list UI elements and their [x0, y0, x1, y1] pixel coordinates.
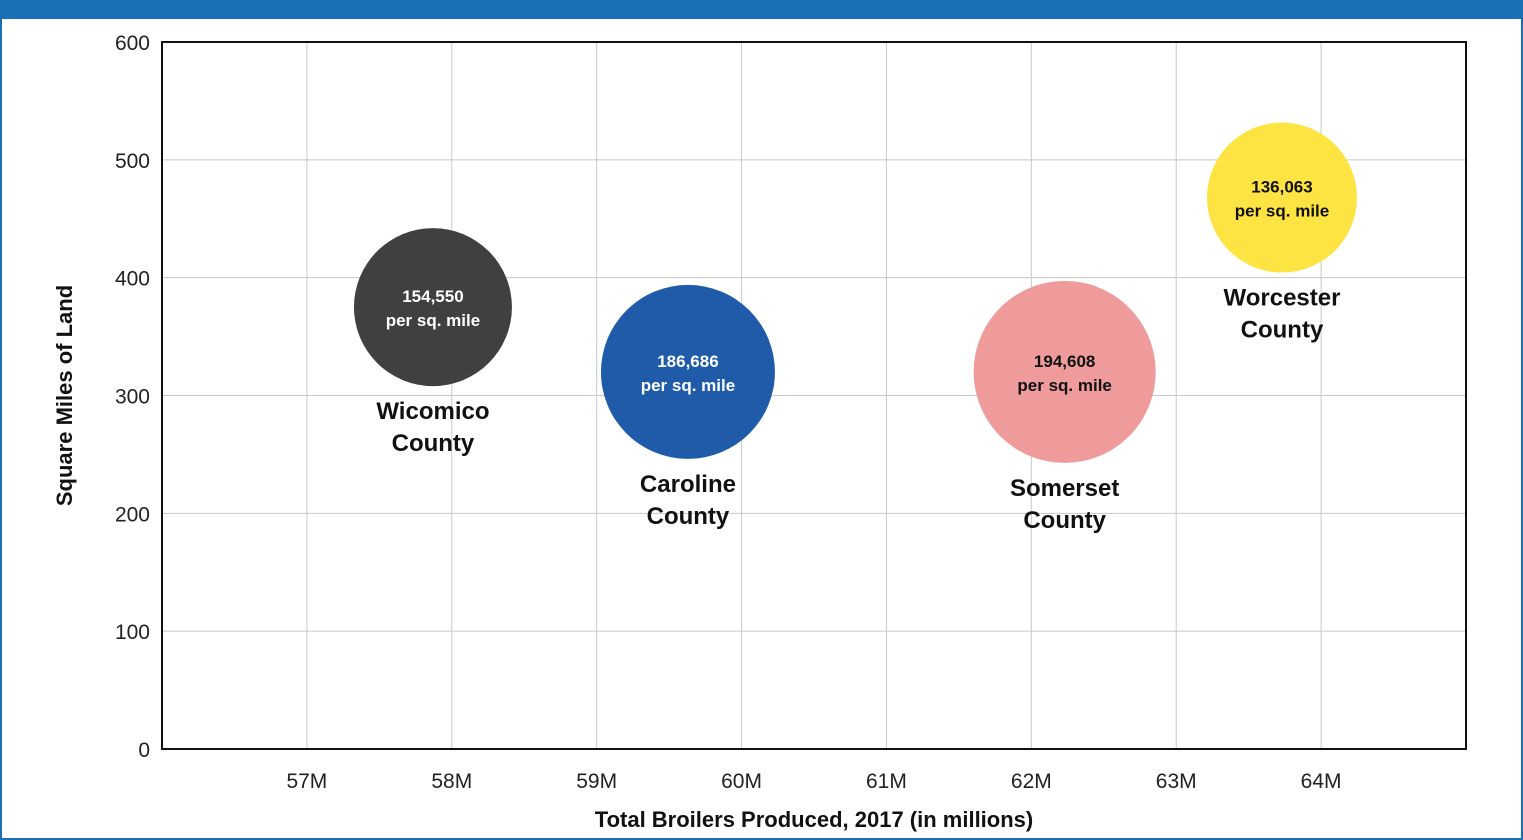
header-bar — [0, 0, 1523, 19]
x-tick-label: 57M — [286, 770, 327, 793]
y-axis-title: Square Miles of Land — [52, 285, 77, 506]
bubble-density-unit: per sq. mile — [386, 311, 480, 330]
x-axis-title: Total Broilers Produced, 2017 (in millio… — [595, 807, 1033, 832]
y-tick-label: 400 — [115, 268, 150, 291]
y-tick-label: 600 — [115, 32, 150, 55]
bubble-density-unit: per sq. mile — [1235, 202, 1329, 221]
county-label-line1: Wicomico — [376, 398, 489, 425]
y-tick-label: 200 — [115, 503, 150, 526]
bubble-density-value: 186,686 — [657, 352, 718, 371]
county-label-line2: County — [1241, 317, 1324, 344]
x-tick-label: 61M — [866, 770, 907, 793]
bubble-density-unit: per sq. mile — [1017, 376, 1111, 395]
plot-area — [161, 41, 1467, 750]
x-tick-label: 64M — [1301, 770, 1342, 793]
bubble-density-value: 136,063 — [1251, 178, 1312, 197]
bubble-group: 154,550 per sq. mile Wicomico County — [353, 228, 512, 457]
bubble-density-value: 194,608 — [1034, 352, 1095, 371]
bubble — [973, 280, 1156, 463]
x-tick-label: 62M — [1011, 770, 1052, 793]
y-tick-label: 300 — [115, 386, 150, 409]
bubble-group: 136,063 per sq. mile Worcester County — [1206, 122, 1357, 344]
bubble-group: 186,686 per sq. mile Caroline County — [600, 284, 775, 530]
y-tick-label: 0 — [138, 739, 150, 762]
county-label-line2: County — [1023, 507, 1106, 534]
y-axis-ticks: 0 100 200 300 400 500 600 — [115, 32, 150, 762]
bubble — [1206, 122, 1357, 273]
county-label-line1: Caroline — [640, 471, 736, 498]
x-tick-label: 63M — [1156, 770, 1197, 793]
bubble-group: 194,608 per sq. mile Somerset County — [973, 280, 1156, 534]
county-label-line2: County — [392, 430, 475, 457]
x-tick-label: 60M — [721, 770, 762, 793]
bubble-density-unit: per sq. mile — [641, 376, 735, 395]
y-tick-label: 100 — [115, 621, 150, 644]
county-label-line2: County — [647, 503, 730, 530]
x-tick-label: 58M — [431, 770, 472, 793]
county-label-line1: Somerset — [1010, 475, 1119, 502]
bubble-density-value: 154,550 — [402, 287, 463, 306]
y-tick-label: 500 — [115, 150, 150, 173]
x-axis-ticks: 57M 58M 59M 60M 61M 62M 63M 64M — [286, 770, 1341, 793]
bubble — [600, 284, 775, 459]
county-label-line1: Worcester — [1224, 285, 1341, 312]
x-tick-label: 59M — [576, 770, 617, 793]
bubble — [353, 228, 512, 387]
